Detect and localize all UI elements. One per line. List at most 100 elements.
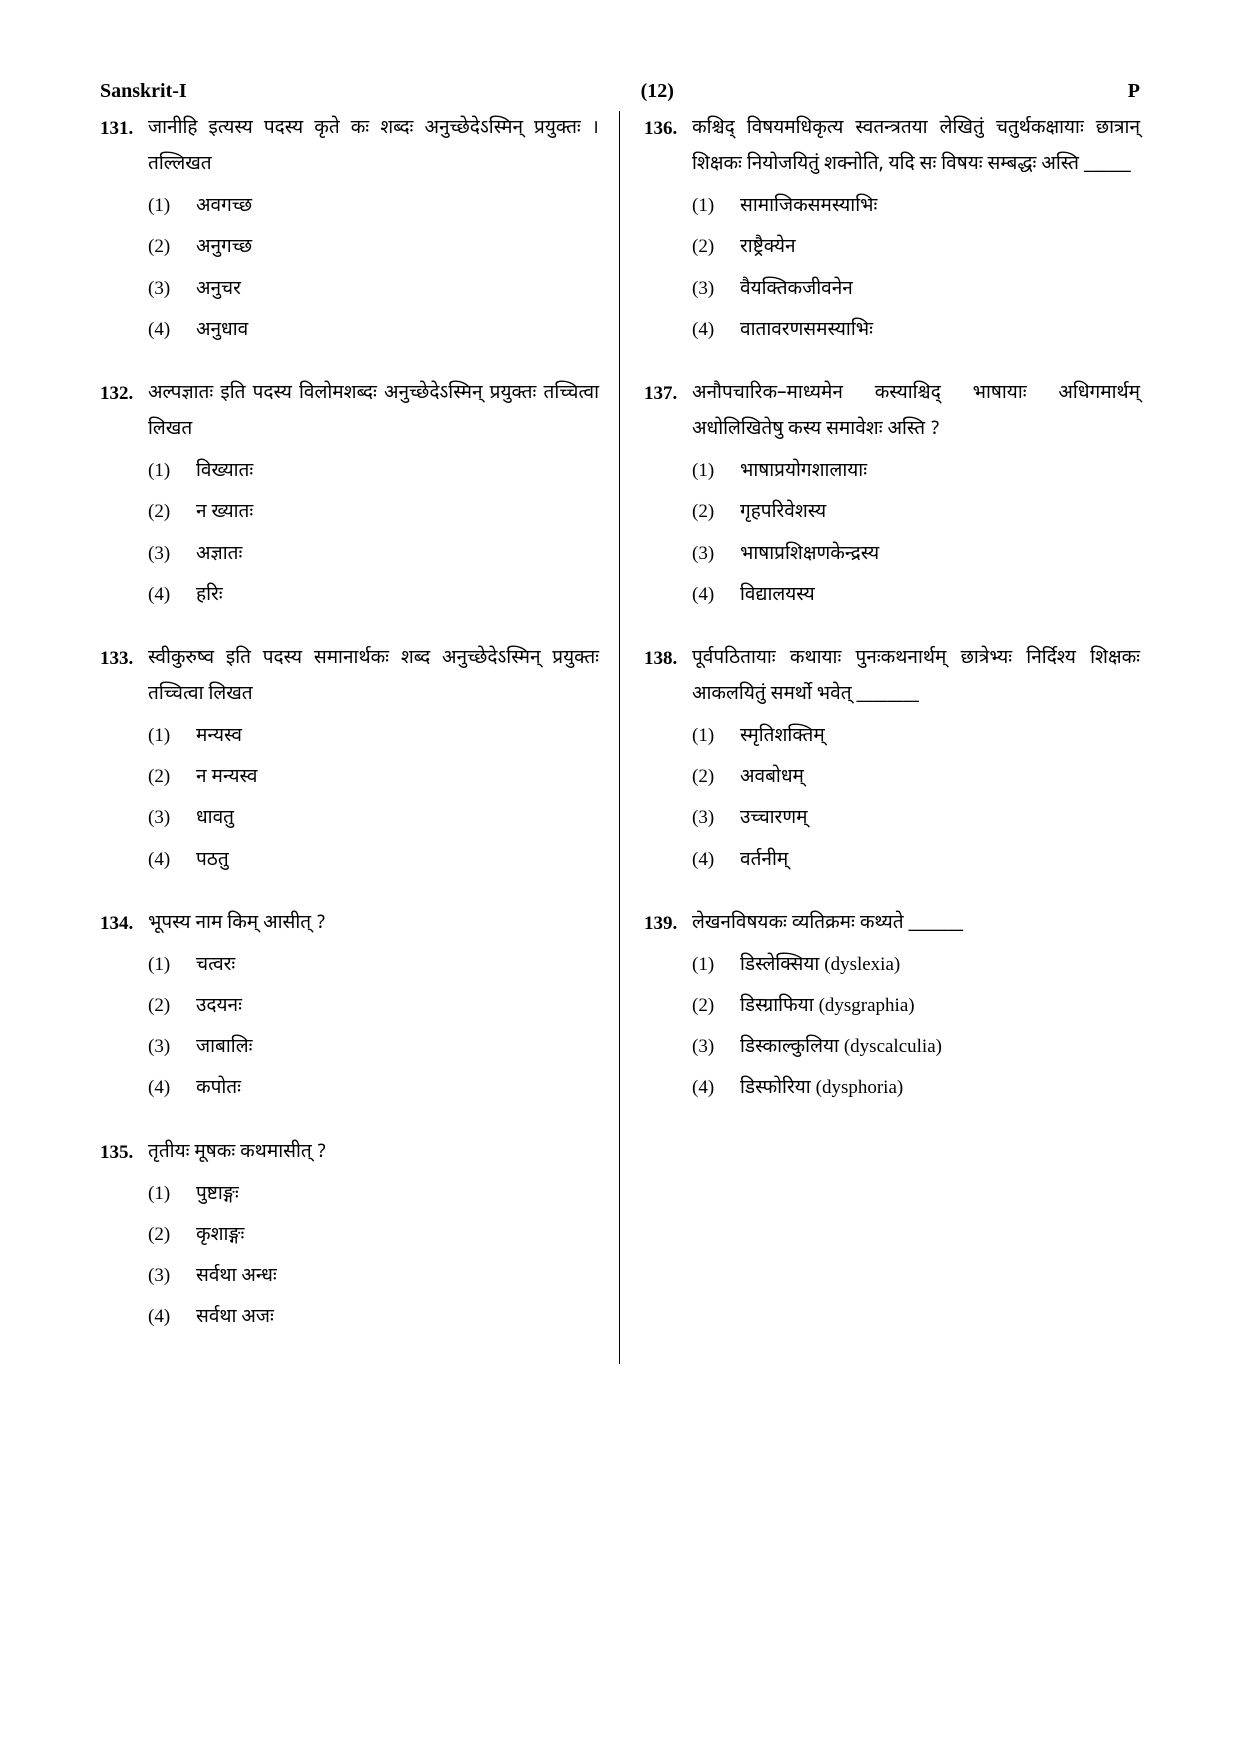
option-text: सामाजिकसमस्याभिः	[740, 190, 1140, 224]
option-number: (4)	[692, 313, 740, 347]
right-column: 136.कश्चिद् विषयमधिकृत्य स्वतन्त्रतया ले…	[620, 111, 1140, 1364]
question-number: 137.	[644, 376, 692, 412]
question-number: 134.	[100, 906, 148, 942]
option: (1)विख्यातः	[148, 454, 599, 489]
question-number: 132.	[100, 376, 148, 412]
question-number: 136.	[644, 111, 692, 147]
option-text: अनुगच्छ	[196, 231, 599, 265]
option-number: (2)	[148, 760, 196, 794]
question-text: जानीहि इत्यस्य पदस्य कृते कः शब्दः अनुच्…	[148, 111, 599, 183]
question-row: 137.अनौपचारिक–माध्यमेन कस्याश्चिद् भाषाय…	[644, 376, 1140, 448]
options-list: (1)स्मृतिशक्तिम्(2)अवबोधम्(3)उच्चारणम्(4…	[692, 719, 1140, 878]
question-text: भूपस्य नाम किम् आसीत् ?	[148, 906, 599, 942]
option-text: सर्वथा अजः	[196, 1301, 599, 1335]
option: (2)डिस्ग्राफिया (dysgraphia)	[692, 989, 1140, 1024]
options-list: (1)मन्यस्व(2)न मन्यस्व(3)धावतु(4)पठतु	[148, 719, 599, 878]
question-row: 131.जानीहि इत्यस्य पदस्य कृते कः शब्दः अ…	[100, 111, 599, 183]
option: (3)अज्ञातः	[148, 537, 599, 572]
option: (4)वर्तनीम्	[692, 843, 1140, 878]
option: (1)पुष्टाङ्गः	[148, 1177, 599, 1212]
question-row: 135.तृतीयः मूषकः कथमासीत् ?	[100, 1135, 599, 1171]
question-text: अनौपचारिक–माध्यमेन कस्याश्चिद् भाषायाः अ…	[692, 376, 1140, 448]
option-number: (3)	[148, 537, 196, 571]
option-text: विद्यालयस्य	[740, 579, 1140, 613]
english-term: (dysphoria)	[816, 1077, 904, 1098]
question-text: तृतीयः मूषकः कथमासीत् ?	[148, 1135, 599, 1171]
question-text: अल्पज्ञातः इति पदस्य विलोमशब्दः अनुच्छेद…	[148, 376, 599, 448]
option-number: (3)	[148, 1259, 196, 1293]
option-text: वर्तनीम्	[740, 844, 1140, 878]
option-text: उच्चारणम्	[740, 802, 1140, 836]
options-list: (1)भाषाप्रयोगशालायाः(2)गृहपरिवेशस्य(3)भा…	[692, 454, 1140, 613]
question-text: पूर्वपठितायाः कथायाः पुनःकथनार्थम् छात्र…	[692, 641, 1140, 713]
question-number: 138.	[644, 641, 692, 677]
option-text: पुष्टाङ्गः	[196, 1178, 599, 1212]
option-number: (2)	[148, 1218, 196, 1252]
question-text: कश्चिद् विषयमधिकृत्य स्वतन्त्रतया लेखितु…	[692, 111, 1140, 183]
english-term: (dyslexia)	[824, 954, 900, 975]
option-number: (4)	[148, 313, 196, 347]
option: (4)कपोतः	[148, 1071, 599, 1106]
question-number: 135.	[100, 1135, 148, 1171]
option-number: (3)	[148, 1030, 196, 1064]
option-number: (1)	[148, 719, 196, 753]
page-number: (12)	[641, 80, 674, 103]
option: (2)कृशाङ्गः	[148, 1218, 599, 1253]
question-row: 138.पूर्वपठितायाः कथायाः पुनःकथनार्थम् छ…	[644, 641, 1140, 713]
option: (3)अनुचर	[148, 272, 599, 307]
question-row: 134.भूपस्य नाम किम् आसीत् ?	[100, 906, 599, 942]
option-text: न मन्यस्व	[196, 761, 599, 795]
option-number: (3)	[692, 801, 740, 835]
option-number: (2)	[148, 989, 196, 1023]
options-list: (1)सामाजिकसमस्याभिः(2)राष्ट्रैक्येन (3)वै…	[692, 189, 1140, 348]
question-number: 139.	[644, 906, 692, 942]
option: (1)अवगच्छ	[148, 189, 599, 224]
option-text: धावतु	[196, 802, 599, 836]
question-row: 132.अल्पज्ञातः इति पदस्य विलोमशब्दः अनुच…	[100, 376, 599, 448]
option: (2)गृहपरिवेशस्य	[692, 495, 1140, 530]
option-text: कपोतः	[196, 1072, 599, 1106]
option-text: भाषाप्रयोगशालायाः	[740, 455, 1140, 489]
option: (2)उदयनः	[148, 989, 599, 1024]
question-row: 133.स्वीकुरुष्व इति पदस्य समानार्थकः शब्…	[100, 641, 599, 713]
question-number: 131.	[100, 111, 148, 147]
option-number: (1)	[692, 719, 740, 753]
option-number: (1)	[692, 948, 740, 982]
option-number: (2)	[692, 495, 740, 529]
question: 134.भूपस्य नाम किम् आसीत् ?(1)चत्वरः(2)उ…	[100, 906, 599, 1107]
option: (2)अवबोधम्	[692, 760, 1140, 795]
page-header: Sanskrit-I (12) P	[100, 80, 1140, 103]
option: (2)न मन्यस्व	[148, 760, 599, 795]
option: (4)वातावरणसमस्याभिः	[692, 313, 1140, 348]
option: (3)वैयक्तिकजीवनेन	[692, 272, 1140, 307]
option-text: उदयनः	[196, 990, 599, 1024]
option-text: राष्ट्रैक्येन	[740, 231, 1140, 265]
series-code: P	[1128, 80, 1140, 103]
option-text: पठतु	[196, 844, 599, 878]
option-number: (1)	[148, 1177, 196, 1211]
option-text: न ख्यातः	[196, 496, 599, 530]
left-column: 131.जानीहि इत्यस्य पदस्य कृते कः शब्दः अ…	[100, 111, 620, 1364]
option-number: (1)	[692, 189, 740, 223]
option-number: (4)	[148, 1071, 196, 1105]
option-text: डिस्काल्कुलिया (dyscalculia)	[740, 1030, 1140, 1065]
option: (1)मन्यस्व	[148, 719, 599, 754]
option: (4)डिस्फोरिया (dysphoria)	[692, 1071, 1140, 1106]
option: (3)डिस्काल्कुलिया (dyscalculia)	[692, 1030, 1140, 1065]
option-number: (4)	[692, 578, 740, 612]
option-text: अनुधाव	[196, 314, 599, 348]
option-number: (2)	[692, 230, 740, 264]
question: 139.लेखनविषयकः व्यतिक्रमः कथ्यते _______…	[644, 906, 1140, 1107]
english-term: (dyscalculia)	[844, 1036, 942, 1057]
option-text: अवगच्छ	[196, 190, 599, 224]
options-list: (1)पुष्टाङ्गः(2)कृशाङ्गः(3)सर्वथा अन्धः(…	[148, 1177, 599, 1336]
option-number: (3)	[692, 272, 740, 306]
option-number: (4)	[692, 843, 740, 877]
option: (4)विद्यालयस्य	[692, 578, 1140, 613]
option-text: डिस्फोरिया (dysphoria)	[740, 1071, 1140, 1106]
question: 132.अल्पज्ञातः इति पदस्य विलोमशब्दः अनुच…	[100, 376, 599, 613]
question: 135.तृतीयः मूषकः कथमासीत् ? (1)पुष्टाङ्गः…	[100, 1135, 599, 1336]
option: (4)हरिः	[148, 578, 599, 613]
options-list: (1)विख्यातः(2)न ख्यातः(3)अज्ञातः(4)हरिः	[148, 454, 599, 613]
options-list: (1)डिस्लेक्सिया (dyslexia)(2)डिस्ग्राफिय…	[692, 948, 1140, 1107]
